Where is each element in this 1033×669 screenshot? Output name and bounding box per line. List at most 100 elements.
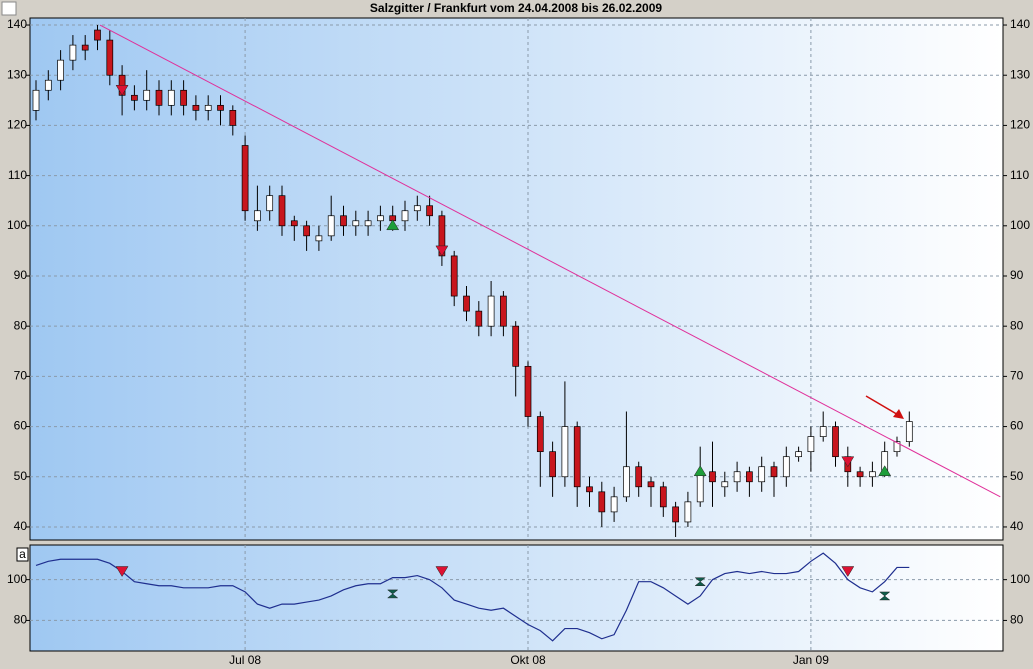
candle-body: [401, 210, 409, 222]
y-tick-label: 50: [14, 469, 28, 483]
price-panel: [29, 17, 1004, 541]
y-tick-label: 50: [1010, 469, 1024, 483]
candle-body: [561, 426, 569, 478]
candle-body: [684, 501, 692, 523]
y-tick-label: 80: [1010, 318, 1024, 332]
candle-body: [746, 471, 753, 483]
y-tick-label: 100: [7, 572, 27, 586]
candle-body: [364, 220, 372, 227]
candle-body: [192, 104, 200, 111]
candle-body: [426, 205, 433, 217]
y-tick-label: 140: [7, 17, 27, 31]
candle-body: [487, 295, 495, 327]
y-tick-label: 100: [1010, 572, 1030, 586]
y-tick-label: 110: [8, 168, 27, 182]
candle-body: [512, 325, 520, 367]
candle-body: [721, 481, 729, 488]
buy-signal: [693, 465, 707, 476]
y-tick-label: 80: [14, 318, 28, 332]
x-tick-label: Jul 08: [229, 653, 261, 667]
sell-signal: [435, 566, 449, 577]
candle-body: [869, 471, 876, 478]
x-tick-label: Jan 09: [793, 653, 829, 667]
x-tick-label: Okt 08: [510, 653, 546, 667]
candle-body: [131, 94, 138, 101]
candle-body: [450, 255, 458, 297]
menu-icon[interactable]: [1, 1, 17, 16]
buy-signal: [386, 219, 400, 231]
indicator-label-box: [16, 547, 29, 562]
plot-layer: 40 40 50 50 60 60 70 70 80 80 90 90 100 100 110 110 120 1…: [7, 17, 1030, 667]
annotation-arrowhead: [893, 409, 904, 419]
candle-body: [856, 471, 864, 478]
candle-body: [770, 466, 778, 478]
candle-body: [475, 310, 483, 327]
y-tick-label: 130: [7, 67, 27, 81]
y-tick-label: 110: [1010, 168, 1029, 182]
y-tick-label: 70: [1010, 369, 1024, 383]
candle-body: [696, 471, 704, 503]
y-tick-label: 40: [14, 519, 28, 533]
candle-body: [536, 416, 544, 453]
candle-body: [266, 195, 274, 212]
candle-body: [413, 205, 421, 212]
y-tick-label: 90: [1010, 268, 1024, 282]
candle-body: [463, 295, 470, 312]
sell-signal: [115, 85, 129, 96]
indicator-line: [35, 552, 910, 642]
candle-body: [303, 225, 310, 237]
candle-body: [733, 471, 741, 483]
trendline: [99, 24, 1001, 498]
annotation-arrow: [865, 395, 901, 417]
y-tick-label: 120: [1010, 118, 1030, 132]
candle-body: [647, 481, 655, 488]
candle-body: [167, 89, 175, 106]
candle-body: [217, 104, 224, 111]
buy-signal: [694, 577, 706, 586]
sell-signal: [115, 566, 129, 577]
candle-body: [598, 491, 606, 513]
buy-signal: [386, 589, 399, 599]
candle-body: [143, 89, 151, 101]
candle-body: [524, 365, 532, 417]
candle-body: [106, 39, 114, 76]
candle-body: [254, 210, 261, 222]
candle-body: [44, 79, 52, 91]
candle-body: [81, 44, 89, 51]
candle-body: [352, 220, 360, 227]
candle-body: [500, 295, 507, 327]
candle-body: [672, 506, 679, 523]
candle-body: [905, 421, 913, 442]
candle-body: [57, 59, 64, 81]
candle-body: [623, 466, 630, 498]
candle-body: [659, 486, 667, 508]
candle-body: [180, 89, 187, 106]
y-tick-label: 60: [1010, 419, 1024, 433]
candle-body: [610, 496, 618, 513]
candle-body: [315, 235, 323, 242]
candle-body: [832, 426, 839, 458]
y-tick-label: 80: [1010, 613, 1024, 627]
candle-body: [573, 426, 581, 488]
candle-body: [549, 451, 556, 478]
candle-body: [229, 110, 237, 126]
candle-body: [377, 215, 384, 222]
y-tick-label: 90: [14, 268, 28, 282]
candle-body: [32, 89, 40, 111]
y-tick-label: 60: [14, 419, 28, 433]
candle-body: [340, 215, 347, 227]
chart-title: Salzgitter / Frankfurt vom 24.04.2008 bi…: [370, 1, 662, 15]
candle-body: [94, 29, 101, 41]
candle-body: [327, 215, 335, 237]
indicator-label: a: [19, 547, 26, 561]
candle-body: [204, 104, 212, 111]
y-tick-label: 100: [7, 218, 27, 232]
candle-body: [709, 471, 716, 483]
candle-body: [893, 441, 901, 453]
buy-signal: [878, 465, 892, 476]
sell-signal: [435, 245, 449, 257]
candle-body: [155, 89, 163, 106]
y-tick-label: 80: [14, 613, 28, 627]
y-tick-label: 140: [1010, 17, 1030, 31]
